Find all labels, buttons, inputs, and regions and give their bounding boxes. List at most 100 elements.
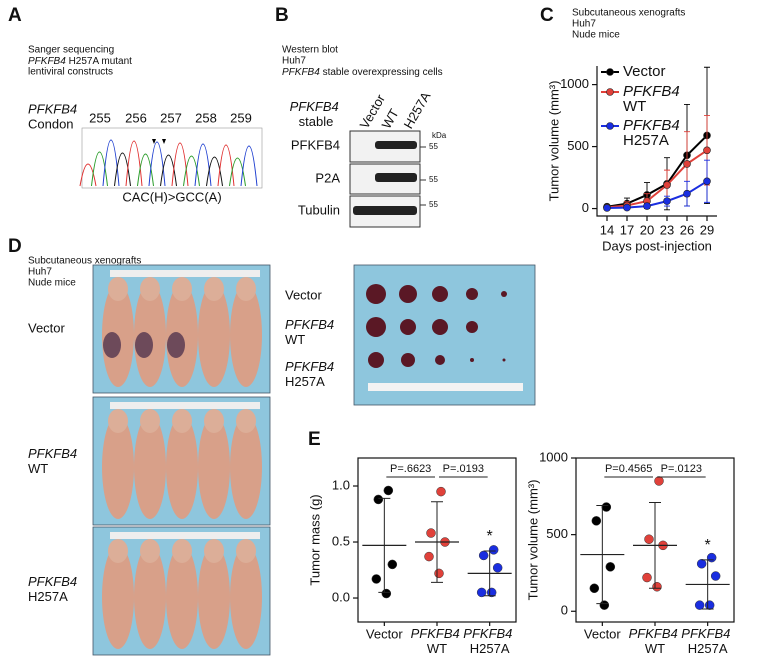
p-value: P=.6623 — [390, 463, 431, 475]
mouse — [102, 545, 134, 649]
lane-label: WT — [379, 106, 402, 131]
legend-label: Vector — [623, 63, 666, 80]
data-point — [644, 534, 654, 544]
gene-label: PFKFB4 — [28, 101, 77, 116]
sd-bar — [483, 550, 496, 597]
point — [703, 177, 711, 186]
codon: 255 — [89, 110, 111, 125]
x-tick-label: 17 — [620, 222, 634, 237]
marker-label: 55 — [429, 175, 438, 184]
trace-peak — [229, 157, 246, 187]
tumor — [103, 332, 121, 358]
row-label: Condon — [28, 116, 74, 131]
excised-tumor — [466, 288, 478, 300]
data-point — [642, 572, 652, 583]
p-value: P=.0193 — [443, 463, 484, 475]
mouse — [230, 415, 262, 519]
x-tick-label: Vector — [584, 626, 622, 641]
y-tick-label: 0.5 — [332, 533, 350, 548]
excised-tumor — [435, 355, 445, 365]
note: Western blot — [282, 45, 338, 56]
trace-peak — [114, 152, 131, 187]
point — [663, 197, 671, 205]
group-label: Vector — [28, 320, 66, 335]
data-point — [383, 485, 394, 496]
legend-label: PFKFB4 WT — [623, 83, 684, 115]
panel-letter: D — [8, 236, 22, 257]
data-point — [704, 600, 715, 610]
data-point — [710, 571, 721, 581]
mouse-head — [140, 277, 160, 301]
data-point — [696, 559, 707, 569]
data-point — [706, 552, 717, 563]
legend-marker — [606, 68, 614, 76]
data-point — [605, 562, 616, 572]
trace-peak — [183, 155, 200, 187]
group-label: PFKFB4 WT — [28, 446, 81, 476]
data-point — [476, 587, 487, 598]
ruler — [110, 402, 260, 409]
blot-label: PFKFB4 — [291, 137, 340, 152]
mouse — [166, 415, 198, 519]
codon: 258 — [195, 110, 217, 125]
note: Nude mice — [572, 30, 620, 41]
note: Huh7 — [572, 19, 596, 30]
note: Subcutaneous xenografts — [28, 256, 141, 267]
band — [375, 173, 417, 182]
mouse-head — [108, 539, 128, 563]
x-tick-label: Vector — [366, 626, 404, 641]
x-tick-label: PFKFB4 WT — [629, 626, 682, 656]
codon: 257 — [160, 110, 182, 125]
excised-tumor — [368, 352, 384, 368]
sd-bar — [596, 505, 609, 605]
mouse — [230, 545, 262, 649]
point — [623, 203, 631, 212]
note: Huh7 — [28, 267, 52, 278]
x-tick-label: PFKFB4 H257A — [681, 626, 734, 656]
note: Huh7 — [282, 56, 306, 67]
significance: * — [705, 537, 711, 554]
x-axis-label: Days post-injection — [602, 238, 712, 253]
data-point — [478, 550, 489, 561]
data-point — [488, 545, 499, 555]
x-tick-label: 29 — [700, 222, 714, 237]
chromatogram-frame — [81, 127, 263, 189]
point — [643, 202, 651, 210]
point — [683, 160, 691, 168]
marker-ticks — [420, 146, 426, 206]
mouse-head — [172, 277, 192, 301]
blot-label: P2A — [315, 170, 340, 185]
axes — [596, 66, 717, 217]
codon: 259 — [230, 110, 252, 125]
y-axis-label: Tumor mass (g) — [307, 494, 322, 585]
point — [603, 204, 611, 212]
x-tick-label: 23 — [660, 222, 674, 237]
data-point — [371, 574, 382, 584]
panel-letter: E — [308, 429, 321, 450]
note: PFKFB4 stable overexpressing cells — [282, 67, 443, 78]
data-point — [599, 600, 610, 610]
mutation-label: CAC(H)>GCC(A) — [122, 189, 221, 204]
mouse — [134, 283, 166, 387]
mouse-head — [236, 539, 256, 563]
mouse-head — [140, 409, 160, 433]
band — [353, 206, 417, 215]
arrowheads — [152, 139, 166, 144]
excised-tumor — [501, 291, 507, 297]
y-tick-label: 0.0 — [332, 589, 350, 604]
mouse-head — [140, 539, 160, 563]
blot-label: Tubulin — [298, 202, 340, 217]
point — [683, 189, 691, 198]
excised-tumor — [466, 321, 478, 333]
mouse — [134, 545, 166, 649]
y-tick-label: 0 — [561, 603, 568, 618]
unit-label: kDa — [432, 131, 447, 140]
data-point — [652, 581, 662, 592]
panel-letter: B — [275, 5, 289, 26]
group-label: PFKFB4 WT — [285, 317, 338, 347]
note: Subcutaneous xenografts — [572, 8, 685, 19]
ruler — [368, 383, 523, 391]
data-point — [601, 502, 612, 512]
mouse-head — [204, 539, 224, 563]
